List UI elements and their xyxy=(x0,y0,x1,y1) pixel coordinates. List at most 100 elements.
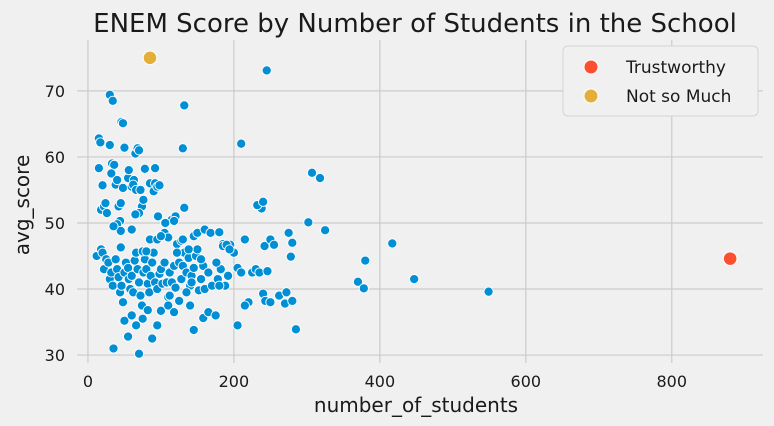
data-point xyxy=(283,227,294,238)
data-point xyxy=(119,142,130,153)
data-point xyxy=(104,139,115,151)
data-point xyxy=(211,257,222,268)
data-point xyxy=(150,163,161,174)
data-point xyxy=(306,167,318,178)
data-point xyxy=(117,182,129,194)
x-tick-label: 800 xyxy=(657,372,688,391)
data-point xyxy=(108,343,119,354)
data-point xyxy=(224,244,235,255)
y-tick-label: 40 xyxy=(45,280,65,299)
highlight-points xyxy=(142,50,738,266)
data-point xyxy=(314,173,326,184)
data-point xyxy=(108,221,119,232)
data-point xyxy=(360,255,371,266)
data-point xyxy=(409,274,420,285)
highlight-point-trustworthy xyxy=(722,251,738,266)
data-point xyxy=(135,184,146,195)
data-point xyxy=(115,198,126,209)
data-point xyxy=(107,280,118,291)
data-point xyxy=(174,295,185,306)
y-axis-ticks: 30 40 50 60 70 xyxy=(45,82,65,365)
data-point xyxy=(287,295,298,306)
data-point xyxy=(126,224,137,235)
data-point xyxy=(155,231,166,242)
data-point xyxy=(109,159,120,170)
data-point xyxy=(192,244,203,255)
data-point xyxy=(287,237,298,248)
data-point xyxy=(177,143,188,154)
data-point xyxy=(236,267,247,278)
data-point xyxy=(131,320,142,331)
data-point xyxy=(123,331,134,342)
data-point xyxy=(110,254,121,265)
y-tick-label: 70 xyxy=(45,82,65,101)
data-point xyxy=(259,241,270,252)
data-point xyxy=(239,234,250,245)
chart-title: ENEM Score by Number of Students in the … xyxy=(93,9,737,39)
data-point xyxy=(147,333,158,344)
data-point xyxy=(203,267,214,278)
data-point xyxy=(387,238,398,249)
data-point xyxy=(483,286,494,297)
y-tick-label: 50 xyxy=(45,214,65,233)
legend-label-not-so-much: Not so Much xyxy=(626,87,731,107)
data-point xyxy=(152,211,164,222)
data-point xyxy=(117,297,129,308)
data-point xyxy=(185,300,196,311)
data-point xyxy=(258,196,269,207)
legend-marker-trustworthy xyxy=(583,59,599,75)
data-point xyxy=(261,65,272,76)
data-point xyxy=(126,270,137,281)
data-point xyxy=(137,313,148,324)
data-point xyxy=(181,287,192,298)
data-point xyxy=(171,247,183,258)
data-point xyxy=(188,262,199,273)
data-points xyxy=(91,65,494,359)
data-point xyxy=(179,100,190,111)
data-point xyxy=(147,257,158,268)
data-point xyxy=(281,287,292,298)
legend: Trustworthy Not so Much xyxy=(562,45,759,117)
data-point xyxy=(115,225,126,236)
data-point xyxy=(196,254,207,265)
data-point xyxy=(115,242,126,253)
data-point xyxy=(159,257,170,268)
x-axis-label: number_of_students xyxy=(314,393,518,417)
data-point xyxy=(265,297,276,308)
data-point xyxy=(177,234,188,245)
data-point xyxy=(133,277,145,288)
data-point xyxy=(262,266,273,277)
data-point xyxy=(170,282,181,293)
data-point xyxy=(205,227,216,238)
legend-box xyxy=(562,45,759,117)
y-axis-label: avg_score xyxy=(10,155,34,256)
data-point xyxy=(214,227,225,238)
data-point xyxy=(126,310,137,321)
data-point xyxy=(268,239,280,250)
data-point xyxy=(232,320,243,331)
data-point xyxy=(101,208,112,219)
data-point xyxy=(236,138,247,149)
data-point xyxy=(155,305,166,316)
data-point xyxy=(169,215,180,227)
data-point xyxy=(95,137,106,148)
data-point xyxy=(117,118,129,129)
x-tick-label: 0 xyxy=(83,372,93,391)
data-point xyxy=(186,277,197,288)
legend-label-trustworthy: Trustworthy xyxy=(625,58,726,78)
x-tick-label: 200 xyxy=(219,372,250,391)
data-point xyxy=(352,276,364,287)
data-point xyxy=(285,251,296,262)
data-point xyxy=(138,194,149,205)
data-point xyxy=(163,300,174,311)
x-axis-ticks: 0 200 400 600 800 xyxy=(83,372,687,391)
x-tick-label: 600 xyxy=(511,372,542,391)
data-point xyxy=(106,168,117,179)
data-point xyxy=(239,300,250,311)
highlight-point-not-so-much xyxy=(142,50,158,66)
data-point xyxy=(152,320,163,331)
data-point xyxy=(303,217,314,228)
data-point xyxy=(116,280,127,291)
y-tick-label: 30 xyxy=(45,346,65,365)
data-point xyxy=(119,315,130,326)
